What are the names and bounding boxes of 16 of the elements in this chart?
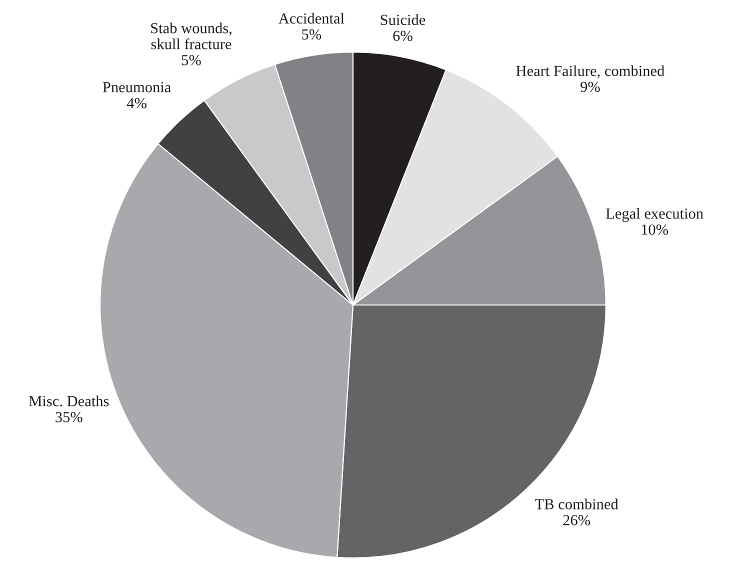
slice-label: Pneumonia <box>102 82 171 92</box>
data-label: 4% <box>126 98 146 108</box>
data-label: 10% <box>642 224 668 235</box>
data-label: 5% <box>182 54 201 66</box>
data-label: 5% <box>302 29 322 40</box>
slice-label: Misc. Deaths <box>29 396 109 406</box>
data-label: 26% <box>563 515 590 526</box>
slice-label: Legal execution <box>606 208 704 222</box>
data-label: 35% <box>56 412 82 422</box>
slice-label: Stab wounds, skull fracture <box>151 22 232 50</box>
slice-label: Accidental <box>278 12 344 24</box>
slice-label: TB combined <box>535 498 618 510</box>
data-label: 6% <box>393 30 412 42</box>
slice-label: Suicide <box>380 14 426 26</box>
data-label: 9% <box>580 82 600 92</box>
slice-label: Heart Failure, combined <box>516 65 664 78</box>
